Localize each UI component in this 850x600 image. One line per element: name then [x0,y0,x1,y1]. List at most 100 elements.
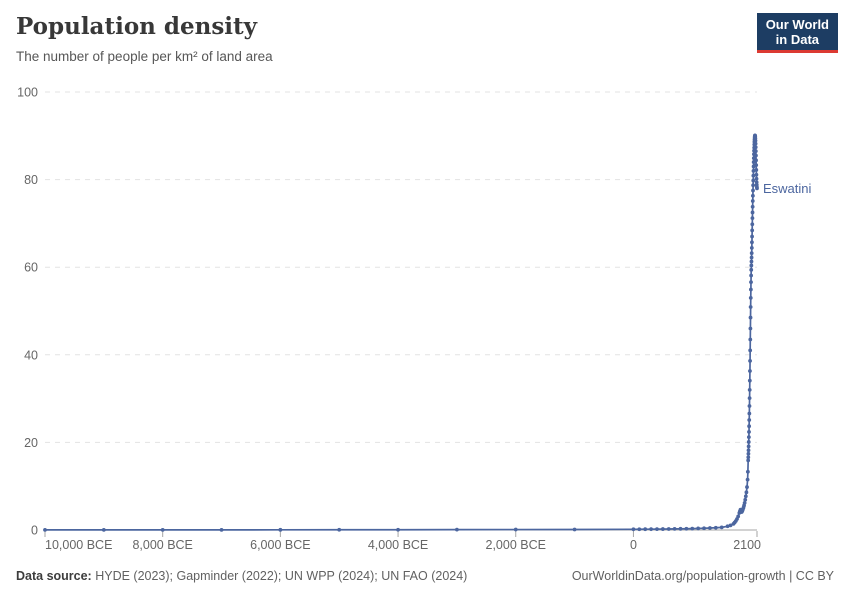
owid-logo-line2: in Data [775,32,820,47]
series-point [747,396,752,401]
series-point [747,404,752,408]
series-point [649,527,653,532]
series-point [750,228,755,233]
x-tick-label: 10,000 BCE [45,538,112,552]
series-point [753,141,758,146]
series-point [749,251,754,256]
chart-title: Population density [16,13,258,40]
series-point [750,204,755,209]
series-point [749,255,754,260]
series-point [708,526,712,530]
series-point [749,259,754,264]
series-point [748,369,752,373]
series-point [43,528,47,532]
series-point [748,305,753,309]
series-point [655,527,659,532]
series-point [746,448,751,453]
x-tick-label: 6,000 BCE [250,538,310,552]
credit-link[interactable]: OurWorldinData.org/population-growth | C… [571,569,834,583]
series-point [747,418,752,422]
x-tick-label: 0 [630,538,637,552]
series-point [750,210,755,215]
series-point [744,490,749,495]
series-point [748,348,753,353]
series-point [751,173,756,178]
data-source-text: HYDE (2023); Gapminder (2022); UN WPP (2… [91,569,468,583]
owid-logo-line1: Our World [765,17,829,32]
data-source-label: Data source: [16,569,92,583]
series-point [747,411,752,416]
series-point [219,527,224,532]
series-point [278,527,283,532]
series-point [754,168,759,172]
series-point [690,526,695,531]
y-tick-label: 60 [24,261,38,275]
y-tick-label: 40 [24,348,38,362]
series-point [753,149,758,154]
series-point [746,435,751,440]
series-point [753,138,758,143]
series-point [754,153,758,158]
series-point [160,527,165,532]
series-point [755,186,759,191]
chart-subtitle: The number of people per km² of land are… [16,49,273,64]
x-tick-label: 8,000 BCE [132,538,192,552]
series-point [754,158,758,163]
series-point [666,527,671,531]
series-point [751,178,756,183]
series-point [631,527,636,532]
owid-logo[interactable]: Our World in Data [756,13,838,53]
series-point [678,526,683,531]
series-point [725,524,730,529]
series-point [746,444,751,449]
x-tick-label: 4,000 BCE [368,538,428,552]
series-point [728,523,733,528]
series-point [750,216,755,221]
series-point [101,528,106,532]
series-point [396,527,400,532]
series-point [748,287,753,292]
series-point [746,458,751,463]
series-point [684,526,689,531]
y-tick-label: 0 [31,524,38,538]
series-point [748,295,753,300]
series-point [750,193,755,198]
series-point [745,469,750,474]
series-point [749,273,754,278]
y-tick-label: 100 [17,86,38,100]
series-point [702,526,706,531]
series-point [719,525,724,530]
series-point [754,176,759,181]
series-point [754,172,759,177]
series-point [750,234,754,239]
series-point [746,440,751,444]
series-point [751,183,756,188]
series-point [747,424,752,429]
y-tick-label: 80 [24,173,38,187]
series-point [748,326,753,331]
series-line-eswatini[interactable] [44,134,758,531]
series-point [742,500,747,505]
series-point [455,527,459,532]
series-point [747,378,752,383]
series-point [754,163,759,168]
series-point [713,525,718,530]
chart-footer: Data source: HYDE (2023); Gapminder (202… [16,568,834,584]
x-tick-label: 2100 [733,538,761,552]
data-source-note: Data source: HYDE (2023); Gapminder (202… [16,568,467,584]
series-point [751,188,755,193]
series-point [736,514,741,519]
series-point [513,527,518,532]
series-point [696,526,701,531]
series-end-label-eswatini[interactable]: Eswatini [763,181,812,196]
series-point [750,240,754,245]
series-point [746,451,751,456]
series-point [746,455,751,460]
series-point [748,359,752,363]
series-point [743,497,748,502]
series-point [660,527,665,531]
series-point [749,280,753,284]
series-point [745,485,749,489]
